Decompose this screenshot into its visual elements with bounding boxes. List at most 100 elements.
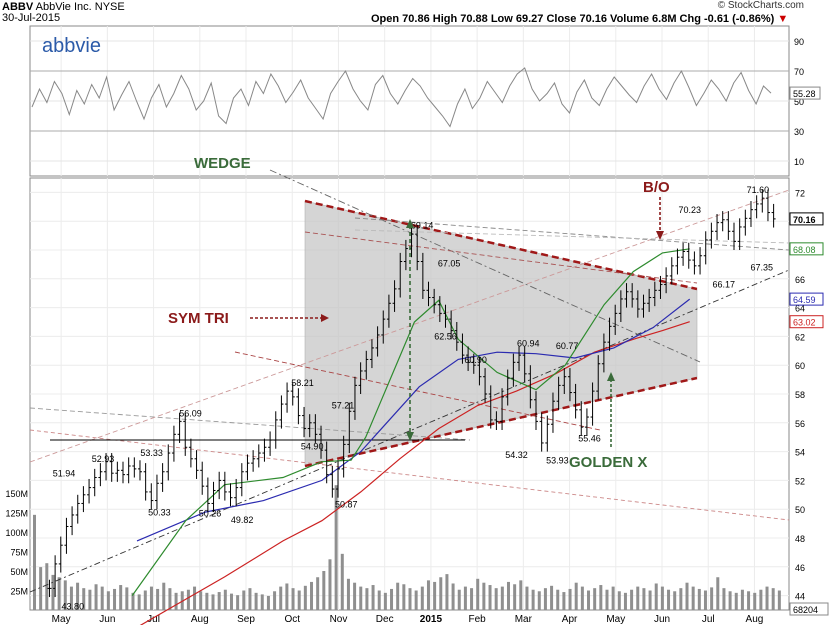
volume-bar: [125, 587, 129, 610]
volume-bar: [765, 586, 769, 610]
volume-bar: [186, 589, 190, 610]
volume-value-tag: [789, 602, 829, 616]
price-tick-label: 64: [795, 304, 805, 314]
volume-bar: [310, 581, 314, 610]
wedge-height-arrowhead-up-icon: [406, 219, 414, 228]
price-data-label: 43.80: [62, 601, 85, 611]
price-data-label: 49.82: [231, 515, 254, 525]
volume-bar: [113, 588, 117, 610]
price-value-label: 70.16: [793, 215, 816, 225]
price-data-label: 51.94: [53, 468, 76, 478]
volume-bar: [260, 594, 264, 610]
volume-bar: [359, 586, 363, 610]
volume-bar: [439, 577, 443, 610]
trend-channel-line: [29, 269, 790, 593]
volume-bar: [217, 592, 221, 610]
volume-bar: [500, 586, 504, 610]
volume-bar: [740, 589, 744, 610]
volume-bar: [242, 590, 246, 610]
price-data-label: 56.09: [179, 409, 202, 419]
x-tick-label: Feb: [469, 614, 487, 625]
price-data-label: 67.35: [750, 262, 773, 272]
volume-bar: [82, 588, 86, 610]
volume-bar: [106, 591, 110, 610]
volume-bar: [433, 581, 437, 610]
volume-bar: [605, 589, 609, 610]
price-tick-label: 52: [795, 476, 805, 486]
price-tick-label: 56: [795, 419, 805, 429]
volume-bar: [223, 589, 227, 610]
volume-bar: [383, 592, 387, 610]
volume-bar: [667, 589, 671, 610]
volume-bar: [580, 586, 584, 610]
volume-bar: [623, 592, 627, 610]
price-tick-label: 44: [795, 592, 805, 602]
volume-bar: [525, 586, 529, 610]
x-tick-label: Dec: [376, 614, 394, 625]
rsi-tick-label: 30: [794, 127, 804, 137]
volume-bar: [728, 591, 732, 610]
volume-bar: [543, 588, 547, 610]
volume-bar: [63, 580, 67, 610]
price-value-tag: [789, 292, 824, 306]
price-value-label: 63.02: [793, 318, 816, 328]
volume-bar: [513, 584, 517, 610]
volume-bar: [506, 581, 510, 610]
volume-bar: [574, 582, 578, 610]
volume-bar: [266, 595, 270, 610]
price-data-label: 60.94: [517, 339, 540, 349]
ticker-symbol: ABBV: [2, 1, 34, 13]
volume-bar: [402, 584, 406, 610]
rsi-line: [31, 67, 772, 128]
volume-bar: [273, 591, 277, 610]
price-data-label: 70.23: [678, 205, 701, 215]
sym-tri-arrowhead-icon: [321, 314, 329, 322]
volume-bar: [76, 582, 80, 610]
rsi-value-tag: [789, 86, 821, 100]
exchange-name: NYSE: [94, 1, 125, 13]
volume-bar: [156, 588, 160, 610]
price-data-label: 54.90: [301, 442, 324, 452]
x-tick-label: Apr: [562, 614, 578, 625]
volume-bar: [346, 578, 350, 610]
volume-bar: [482, 582, 486, 610]
ma-mid-line: [136, 298, 691, 542]
volume-bar: [51, 574, 55, 610]
volume-value-label: 68204: [793, 605, 818, 615]
price-data-label: 69.14: [411, 221, 434, 231]
x-tick-label: 2015: [420, 614, 443, 625]
volume-bar: [685, 582, 689, 610]
rsi-tick-label: 90: [794, 37, 804, 47]
rsi-tick-label: 10: [794, 157, 804, 167]
volume-bar: [193, 586, 197, 610]
volume-bar: [297, 590, 301, 610]
price-data-label: 57.21: [332, 400, 355, 410]
volume-bar: [340, 553, 344, 610]
price-stats-text: Open 70.86 High 70.88 Low 69.27 Close 70…: [371, 13, 775, 25]
price-data-label: 50.87: [335, 500, 358, 510]
trend-channel-line: [304, 231, 698, 284]
x-tick-label: Jun: [99, 614, 115, 625]
sym-tri-annotation: SYM TRI: [168, 310, 229, 327]
price-data-label: 54.32: [505, 450, 528, 460]
volume-bar: [716, 577, 720, 610]
volume-bar: [710, 587, 714, 610]
volume-bar: [291, 588, 295, 610]
volume-bar: [371, 585, 375, 610]
price-value-tag: [789, 242, 824, 256]
price-value-label: 64.59: [793, 295, 816, 305]
x-tick-label: May: [606, 614, 625, 625]
volume-bar: [420, 586, 424, 610]
volume-bar: [556, 589, 560, 610]
volume-bar: [660, 586, 664, 610]
volume-bar: [697, 588, 701, 610]
price-tick-label: 60: [795, 361, 805, 371]
volume-bar: [759, 589, 763, 610]
volume-bar: [747, 591, 751, 610]
rsi-tick-label: 50: [794, 97, 804, 107]
x-tick-label: Jul: [147, 614, 160, 625]
volume-bar: [229, 593, 233, 610]
bo-arrowhead-icon: [656, 231, 664, 240]
volume-bar: [488, 585, 492, 610]
price-tick-label: 66: [795, 275, 805, 285]
